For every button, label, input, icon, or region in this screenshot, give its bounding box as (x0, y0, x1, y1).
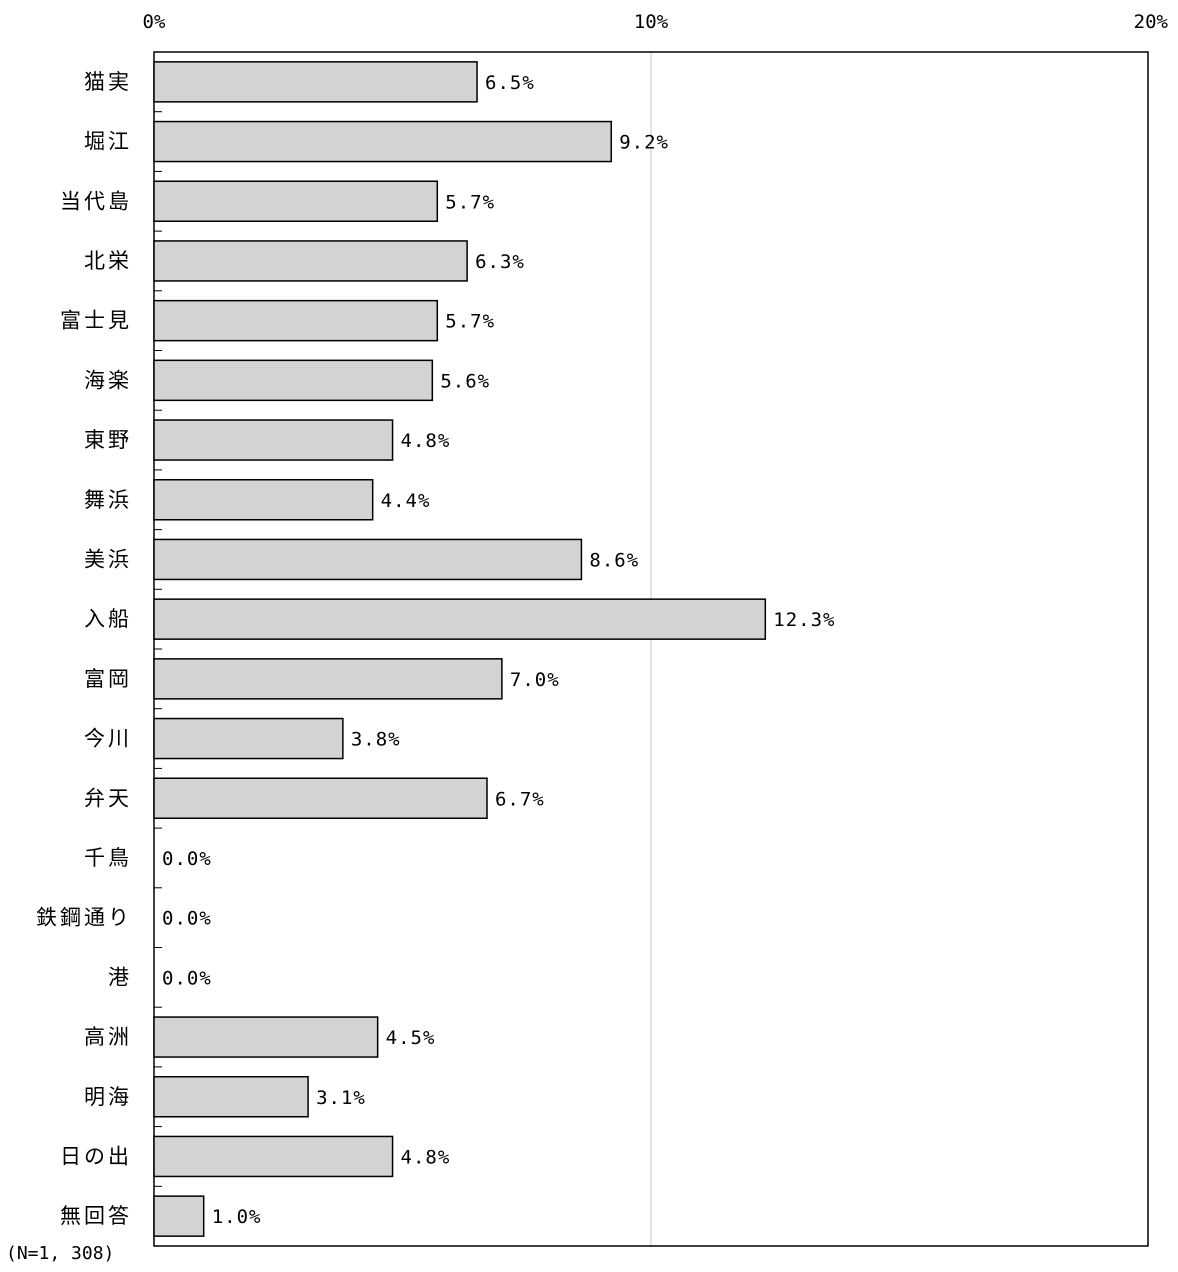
value-label: 1.0% (212, 1206, 262, 1228)
value-label: 7.0% (510, 669, 560, 691)
bar-当代島 (153, 180, 439, 222)
bar-猫実 (153, 61, 478, 103)
category-label: 無回答 (60, 1204, 132, 1228)
category-label: 明海 (84, 1085, 132, 1109)
value-label: 12.3% (773, 609, 835, 631)
bar-舞浜 (153, 479, 374, 521)
value-label: 0.0% (162, 908, 212, 930)
category-label: 日の出 (60, 1144, 132, 1168)
bar-堀江 (153, 120, 612, 163)
bar-高洲 (153, 1016, 379, 1058)
value-label: 4.8% (401, 430, 451, 452)
x-tick-label-10: 10% (634, 11, 669, 33)
bar-無回答 (153, 1195, 205, 1237)
value-label: 6.5% (485, 72, 535, 94)
category-label: 鉄鋼通り (36, 906, 132, 930)
value-label: 5.7% (445, 311, 495, 333)
category-label: 当代島 (60, 189, 132, 213)
category-label: 海楽 (84, 368, 132, 392)
value-label: 0.0% (162, 967, 212, 989)
x-tick-label-20: 20% (1134, 11, 1169, 33)
category-label: 富士見 (60, 309, 132, 333)
value-label: 9.2% (619, 132, 669, 154)
category-label: 猫実 (84, 70, 132, 94)
bar-北栄 (153, 240, 468, 282)
bar-海楽 (153, 359, 434, 402)
category-label: 港 (108, 965, 132, 989)
value-label: 5.6% (440, 370, 490, 392)
value-label: 3.8% (351, 729, 401, 751)
category-label: 富岡 (84, 667, 132, 691)
value-label: 6.3% (475, 251, 525, 273)
category-label: 弁天 (84, 786, 132, 810)
value-label: 4.8% (401, 1146, 451, 1168)
category-label: 堀江 (84, 130, 132, 154)
category-label: 北栄 (84, 249, 132, 273)
value-label: 4.5% (386, 1027, 436, 1049)
bar-明海 (153, 1076, 309, 1118)
category-label: 美浜 (84, 547, 132, 571)
category-label: 入船 (84, 607, 132, 631)
category-label: 高洲 (84, 1025, 132, 1049)
category-label: 舞浜 (84, 488, 132, 512)
bar-日の出 (153, 1135, 394, 1178)
category-label: 東野 (84, 428, 132, 452)
category-label: 今川 (84, 727, 132, 751)
value-label: 8.6% (589, 549, 639, 571)
value-label: 3.1% (316, 1087, 366, 1109)
sample-size-note: (N=1, 308) (6, 1243, 115, 1264)
category-label: 千鳥 (84, 846, 132, 870)
bar-東野 (153, 419, 394, 461)
value-label: 6.7% (495, 788, 545, 810)
value-label: 5.7% (445, 191, 495, 213)
value-label: 0.0% (162, 848, 212, 870)
bar-富岡 (153, 658, 503, 700)
x-tick-label-0: 0% (143, 11, 166, 33)
bar-入船 (153, 598, 767, 640)
bar-富士見 (153, 299, 439, 342)
bar-弁天 (153, 777, 488, 819)
value-label: 4.4% (381, 490, 431, 512)
bar-美浜 (153, 538, 583, 581)
bar-今川 (153, 717, 344, 760)
